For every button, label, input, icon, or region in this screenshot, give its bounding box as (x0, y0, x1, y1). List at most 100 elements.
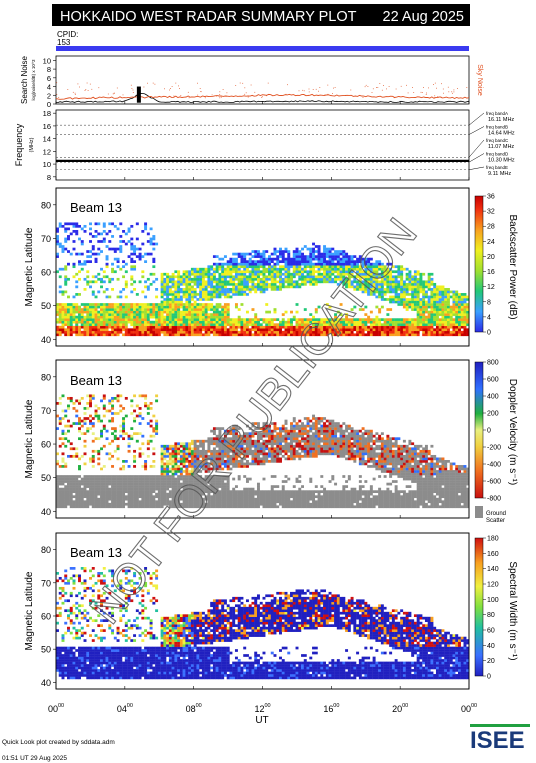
heatmap-cell (193, 275, 197, 279)
heatmap-cell (391, 333, 395, 337)
heatmap-cell (276, 250, 280, 253)
heatmap-cell (168, 298, 172, 301)
heatmap-cell (361, 262, 365, 266)
heatmap-cell (466, 320, 470, 324)
heatmap-cell (86, 282, 90, 286)
heatmap-cell (155, 399, 159, 403)
heatmap-cell (243, 270, 247, 274)
heatmap-cell (133, 280, 137, 284)
heatmap-cell (229, 462, 233, 466)
heatmap-cell (323, 318, 327, 321)
heatmap-cell (251, 285, 255, 289)
heatmap-cell (199, 490, 203, 493)
heatmap-cell (419, 288, 423, 291)
heatmap-cell (215, 333, 219, 337)
heatmap-cell (243, 330, 247, 334)
heatmap-cell (111, 492, 115, 496)
heatmap-cell (199, 288, 203, 291)
sky-noise-point (298, 90, 300, 92)
lat-ytick-label: 60 (41, 268, 51, 278)
heatmap-cell (80, 480, 84, 483)
heatmap-cell (221, 323, 225, 327)
heatmap-cell (166, 280, 170, 284)
heatmap-cell (287, 252, 291, 256)
heatmap-cell (97, 330, 101, 334)
heatmap-cell (226, 465, 230, 468)
heatmap-cell (314, 275, 318, 279)
heatmap-cell (226, 492, 230, 496)
heatmap-cell (119, 480, 123, 483)
heatmap-cell (124, 295, 128, 299)
heatmap-cell (232, 449, 236, 453)
heatmap-cell (116, 308, 120, 311)
heatmap-cell (356, 320, 360, 324)
heatmap-cell (58, 480, 62, 483)
heatmap-cell (237, 325, 241, 329)
heatmap-cell (303, 255, 307, 258)
heatmap-cell (58, 497, 62, 501)
heatmap-cell (188, 492, 192, 496)
heatmap-cell (155, 429, 159, 433)
heatmap-cell (438, 293, 442, 296)
heatmap-cell (268, 310, 271, 314)
heatmap-cell (83, 487, 87, 491)
heatmap-cell (281, 277, 285, 281)
heatmap-cell (113, 303, 117, 306)
heatmap-cell (138, 315, 142, 319)
heatmap-cell (243, 325, 247, 329)
heatmap-cell (438, 305, 442, 309)
heatmap-cell (102, 290, 106, 294)
heatmap-cell (339, 313, 343, 316)
power-beam-label: Beam 13 (70, 200, 122, 215)
heatmap-cell (207, 502, 211, 506)
heatmap-cell (345, 255, 349, 258)
heatmap-cell (369, 330, 373, 334)
heatmap-cell (380, 298, 384, 301)
heatmap-cell (298, 250, 302, 253)
heatmap-cell (215, 262, 219, 266)
heatmap-cell (317, 305, 321, 309)
heatmap-cell (83, 500, 87, 504)
freq-band-value: 9.11 MHz (488, 171, 511, 177)
heatmap-cell (455, 328, 459, 332)
sky-noise-point (466, 87, 468, 88)
heatmap-cell (201, 485, 205, 488)
heatmap-cell (69, 252, 73, 256)
heatmap-cell (69, 315, 73, 319)
heatmap-cell (75, 492, 79, 496)
heatmap-cell (375, 330, 379, 334)
heatmap-cell (69, 497, 73, 501)
heatmap-cell (383, 275, 387, 279)
heatmap-cell (331, 262, 335, 266)
heatmap-cell (105, 505, 109, 509)
heatmap-cell (240, 437, 244, 441)
heatmap-cell (251, 323, 255, 327)
heatmap-cell (218, 449, 222, 453)
heatmap-cell (457, 295, 461, 299)
heatmap-cell (69, 305, 73, 309)
heatmap-cell (389, 320, 393, 324)
heatmap-cell (199, 465, 203, 468)
heatmap-cell (116, 394, 120, 398)
heatmap-cell (212, 262, 216, 266)
heatmap-cell (303, 323, 307, 327)
heatmap-cell (177, 330, 181, 334)
heatmap-cell (427, 333, 431, 337)
heatmap-cell (182, 328, 186, 332)
heatmap-cell (135, 313, 139, 316)
heatmap-cell (160, 282, 164, 286)
heatmap-cell (210, 429, 214, 433)
heatmap-cell (292, 265, 296, 269)
sky-noise-point (400, 85, 402, 87)
heatmap-cell (210, 467, 214, 471)
heatmap-cell (223, 447, 227, 451)
heatmap-cell (218, 505, 222, 509)
heatmap-cell (133, 328, 137, 332)
heatmap-cell (234, 452, 238, 456)
heatmap-cell (430, 293, 434, 296)
heatmap-cell (141, 442, 145, 446)
heatmap-cell (67, 235, 70, 238)
heatmap-cell (386, 313, 390, 316)
heatmap-cell (193, 293, 197, 296)
heatmap-cell (177, 280, 181, 284)
